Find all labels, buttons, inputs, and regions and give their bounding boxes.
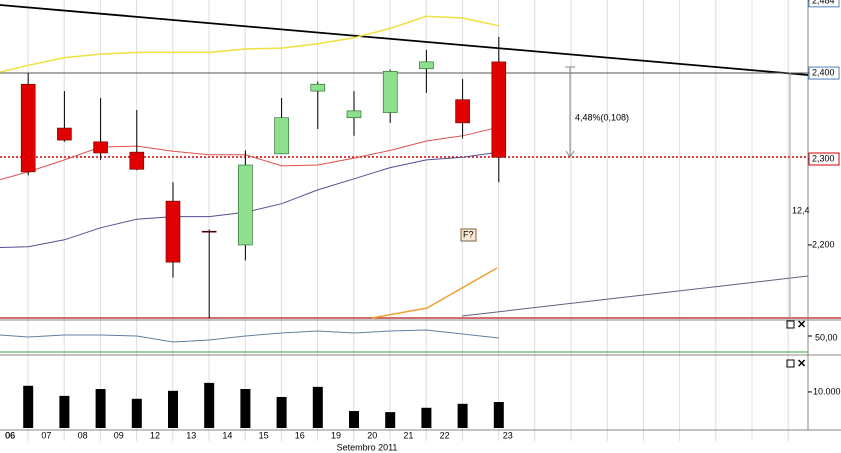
tick-box [808, 152, 840, 166]
x-tick-label: 07 [41, 430, 51, 440]
measure-arrow [565, 150, 575, 158]
volume-bar [457, 403, 468, 428]
annotation: 4,48%(0,108) [575, 112, 629, 122]
volume-bar [168, 390, 178, 428]
study-line [461, 275, 809, 317]
x-tick-label: 14 [222, 430, 232, 440]
close-button[interactable]: ✕ [797, 358, 806, 370]
x-axis-title: Setembro 2011 [337, 442, 398, 452]
volume-bar [493, 402, 504, 428]
candle-body [57, 127, 72, 141]
y-tick-label: 2,400 [812, 67, 835, 77]
y-tick-label: 2,484 [812, 0, 835, 5]
volume-bar [385, 412, 396, 428]
x-tick-label: 16 [295, 430, 305, 440]
candle-body [491, 61, 507, 158]
x-tick-label: 09 [114, 430, 124, 440]
study-line [371, 267, 498, 319]
volume-bar [59, 395, 70, 428]
candle-body [310, 83, 326, 92]
x-tick-label: 21 [403, 430, 413, 440]
x-tick-label: 13 [186, 430, 196, 440]
candle-body [419, 61, 434, 70]
close-button[interactable]: ✕ [797, 319, 806, 331]
trend-line[interactable] [0, 4, 809, 76]
volume-bar [95, 389, 106, 428]
volume-bar [131, 398, 142, 428]
candle-body [20, 83, 36, 173]
candle-body [274, 117, 289, 155]
y-tick-label: 2,300 [812, 153, 835, 163]
candle-body [165, 200, 181, 263]
tick-box [808, 0, 840, 8]
y-tick-label: 10.000 [813, 386, 841, 396]
maximize-button[interactable] [786, 359, 795, 368]
x-tick-label: 20 [367, 430, 377, 440]
candle-body [382, 71, 398, 113]
x-tick-label: 12 [150, 430, 160, 440]
x-tick-label: 06 [5, 430, 15, 440]
moving-average [0, 15, 499, 73]
volume-bar [23, 385, 34, 428]
volume-bar [349, 411, 359, 428]
volume-bar [312, 386, 323, 428]
candle-body [129, 151, 145, 170]
x-tick-label: 06 [5, 430, 15, 440]
maximize-button[interactable] [786, 320, 795, 329]
volume-bar [240, 389, 251, 428]
candle-body [238, 164, 253, 246]
volume-bar [421, 407, 432, 428]
candle-body [93, 141, 108, 154]
annotation: 12,4 [792, 205, 810, 215]
x-tick-label: 22 [440, 430, 450, 440]
indicator-line [0, 329, 499, 343]
event-marker[interactable] [460, 228, 477, 242]
volume-bar [276, 396, 287, 428]
candle-body [201, 230, 217, 233]
annotation: F? [463, 229, 474, 239]
candle-body [346, 110, 362, 119]
volume-bar [204, 382, 215, 428]
x-tick-label: 19 [331, 430, 341, 440]
panel-buttons: ✕ ✕ [786, 319, 806, 370]
x-tick-label: 23 [503, 430, 513, 440]
y-tick-label: 2,200 [812, 239, 835, 249]
tick-box [808, 66, 840, 80]
x-tick-label: 15 [259, 430, 269, 440]
x-tick-label: 08 [78, 430, 88, 440]
y-tick-label: 50,00 [815, 332, 838, 342]
candle-body [455, 99, 470, 124]
